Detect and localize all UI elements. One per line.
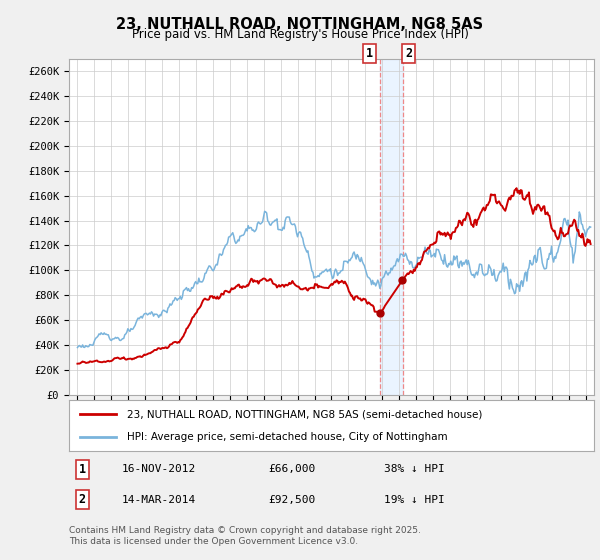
Text: 38% ↓ HPI: 38% ↓ HPI (384, 464, 445, 474)
Text: 16-NOV-2012: 16-NOV-2012 (121, 464, 196, 474)
Text: HPI: Average price, semi-detached house, City of Nottingham: HPI: Average price, semi-detached house,… (127, 432, 448, 442)
Text: Contains HM Land Registry data © Crown copyright and database right 2025.
This d: Contains HM Land Registry data © Crown c… (69, 526, 421, 546)
Text: 14-MAR-2014: 14-MAR-2014 (121, 494, 196, 505)
Text: Price paid vs. HM Land Registry's House Price Index (HPI): Price paid vs. HM Land Registry's House … (131, 28, 469, 41)
Text: £92,500: £92,500 (269, 494, 316, 505)
Text: 2: 2 (79, 493, 86, 506)
Text: 23, NUTHALL ROAD, NOTTINGHAM, NG8 5AS: 23, NUTHALL ROAD, NOTTINGHAM, NG8 5AS (116, 17, 484, 32)
Text: 1: 1 (79, 463, 86, 476)
Text: 1: 1 (366, 46, 373, 60)
Bar (380, 59, 403, 395)
Text: 23, NUTHALL ROAD, NOTTINGHAM, NG8 5AS (semi-detached house): 23, NUTHALL ROAD, NOTTINGHAM, NG8 5AS (s… (127, 409, 482, 419)
Text: £66,000: £66,000 (269, 464, 316, 474)
Text: 2: 2 (405, 46, 412, 60)
Text: 19% ↓ HPI: 19% ↓ HPI (384, 494, 445, 505)
